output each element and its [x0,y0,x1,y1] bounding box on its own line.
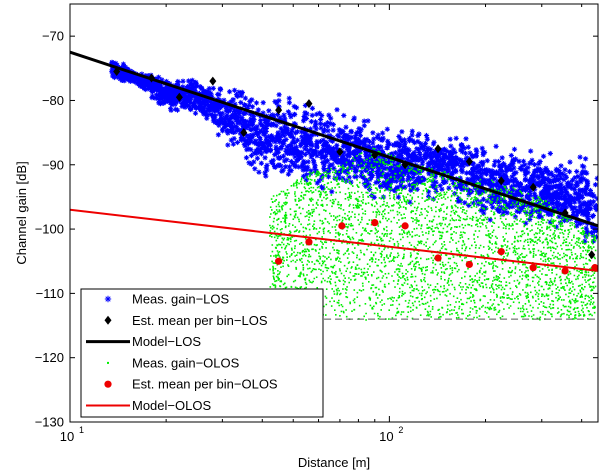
model-lines [70,50,598,272]
olos-bin-mean-point [275,257,283,265]
los-bin-mean-point [497,176,505,186]
los-bin-mean-point [401,160,409,170]
y-tick-label: −110 [36,286,64,301]
y-axis-label: Channel gain [dB] [14,161,29,264]
y-tick-label: −100 [35,222,64,237]
olos-bin-mean-point [434,254,442,262]
los-bin-mean-point [240,128,248,138]
legend-label: Est. mean per bin−LOS [132,313,268,328]
olos-bin-mean-point [497,247,505,256]
los-bin-mean-point [529,182,537,192]
los-bin-mean-point [336,147,344,157]
legend-symbol-los-gain [104,295,112,303]
olos-bin-mean-point [305,238,313,246]
legend-symbol-olos-gain [107,361,109,364]
olos-bin-mean-point [561,267,569,275]
legend-label: Est. mean per bin−OLOS [132,377,278,392]
los-bin-mean-point [371,150,379,160]
legend-symbol-circle [104,380,112,388]
y-tick-label: −130 [35,415,64,430]
los-bin-mean-point [561,208,569,218]
legend-label: Model−OLOS [132,398,211,413]
los-bin-mean-point [465,157,473,167]
los-bin-mean-point [434,144,442,154]
y-tick-label: −90 [42,157,64,172]
model-los-line [70,50,598,228]
legend-label: Model−LOS [132,334,201,349]
olos-bin-mean-point [591,264,598,272]
x-axis-label: Distance [m] [298,455,370,470]
olos-bin-mean-point [529,264,537,272]
los-bin-mean-point [148,73,156,83]
y-tick-label: −80 [42,93,64,108]
olos-bin-mean-point [371,219,379,227]
los-bin-mean-point [305,99,313,109]
y-tick-label: −120 [35,350,64,365]
x-tick-label: 10 [379,429,393,444]
olos-bin-mean-point [465,260,473,269]
legend-box [80,288,324,418]
x-tick-exponent: 1 [79,425,84,435]
los-bin-mean-point [275,105,283,115]
y-tick-label: −70 [42,29,64,44]
los-bin-mean-point [209,76,217,86]
legend: Meas. gain−LOS Est. mean per bin−LOS Model… [80,288,324,418]
plot-frame [69,3,599,423]
bin-mean-markers [113,67,598,275]
x-tick-label: 10 [60,429,74,444]
scatter-clouds [109,59,598,321]
los-bin-mean-point [175,92,183,102]
olos-bin-mean-point [338,222,346,230]
los-bin-mean-point [588,250,596,260]
legend-symbol-diamond [104,315,112,325]
olos-bin-mean-point [401,222,409,230]
los-bin-mean-point [113,67,121,77]
model-olos-line [70,208,598,272]
legend-label: Meas. gain−OLOS [132,355,240,370]
legend-label: Meas. gain−LOS [132,292,230,307]
x-tick-exponent: 2 [398,425,403,435]
